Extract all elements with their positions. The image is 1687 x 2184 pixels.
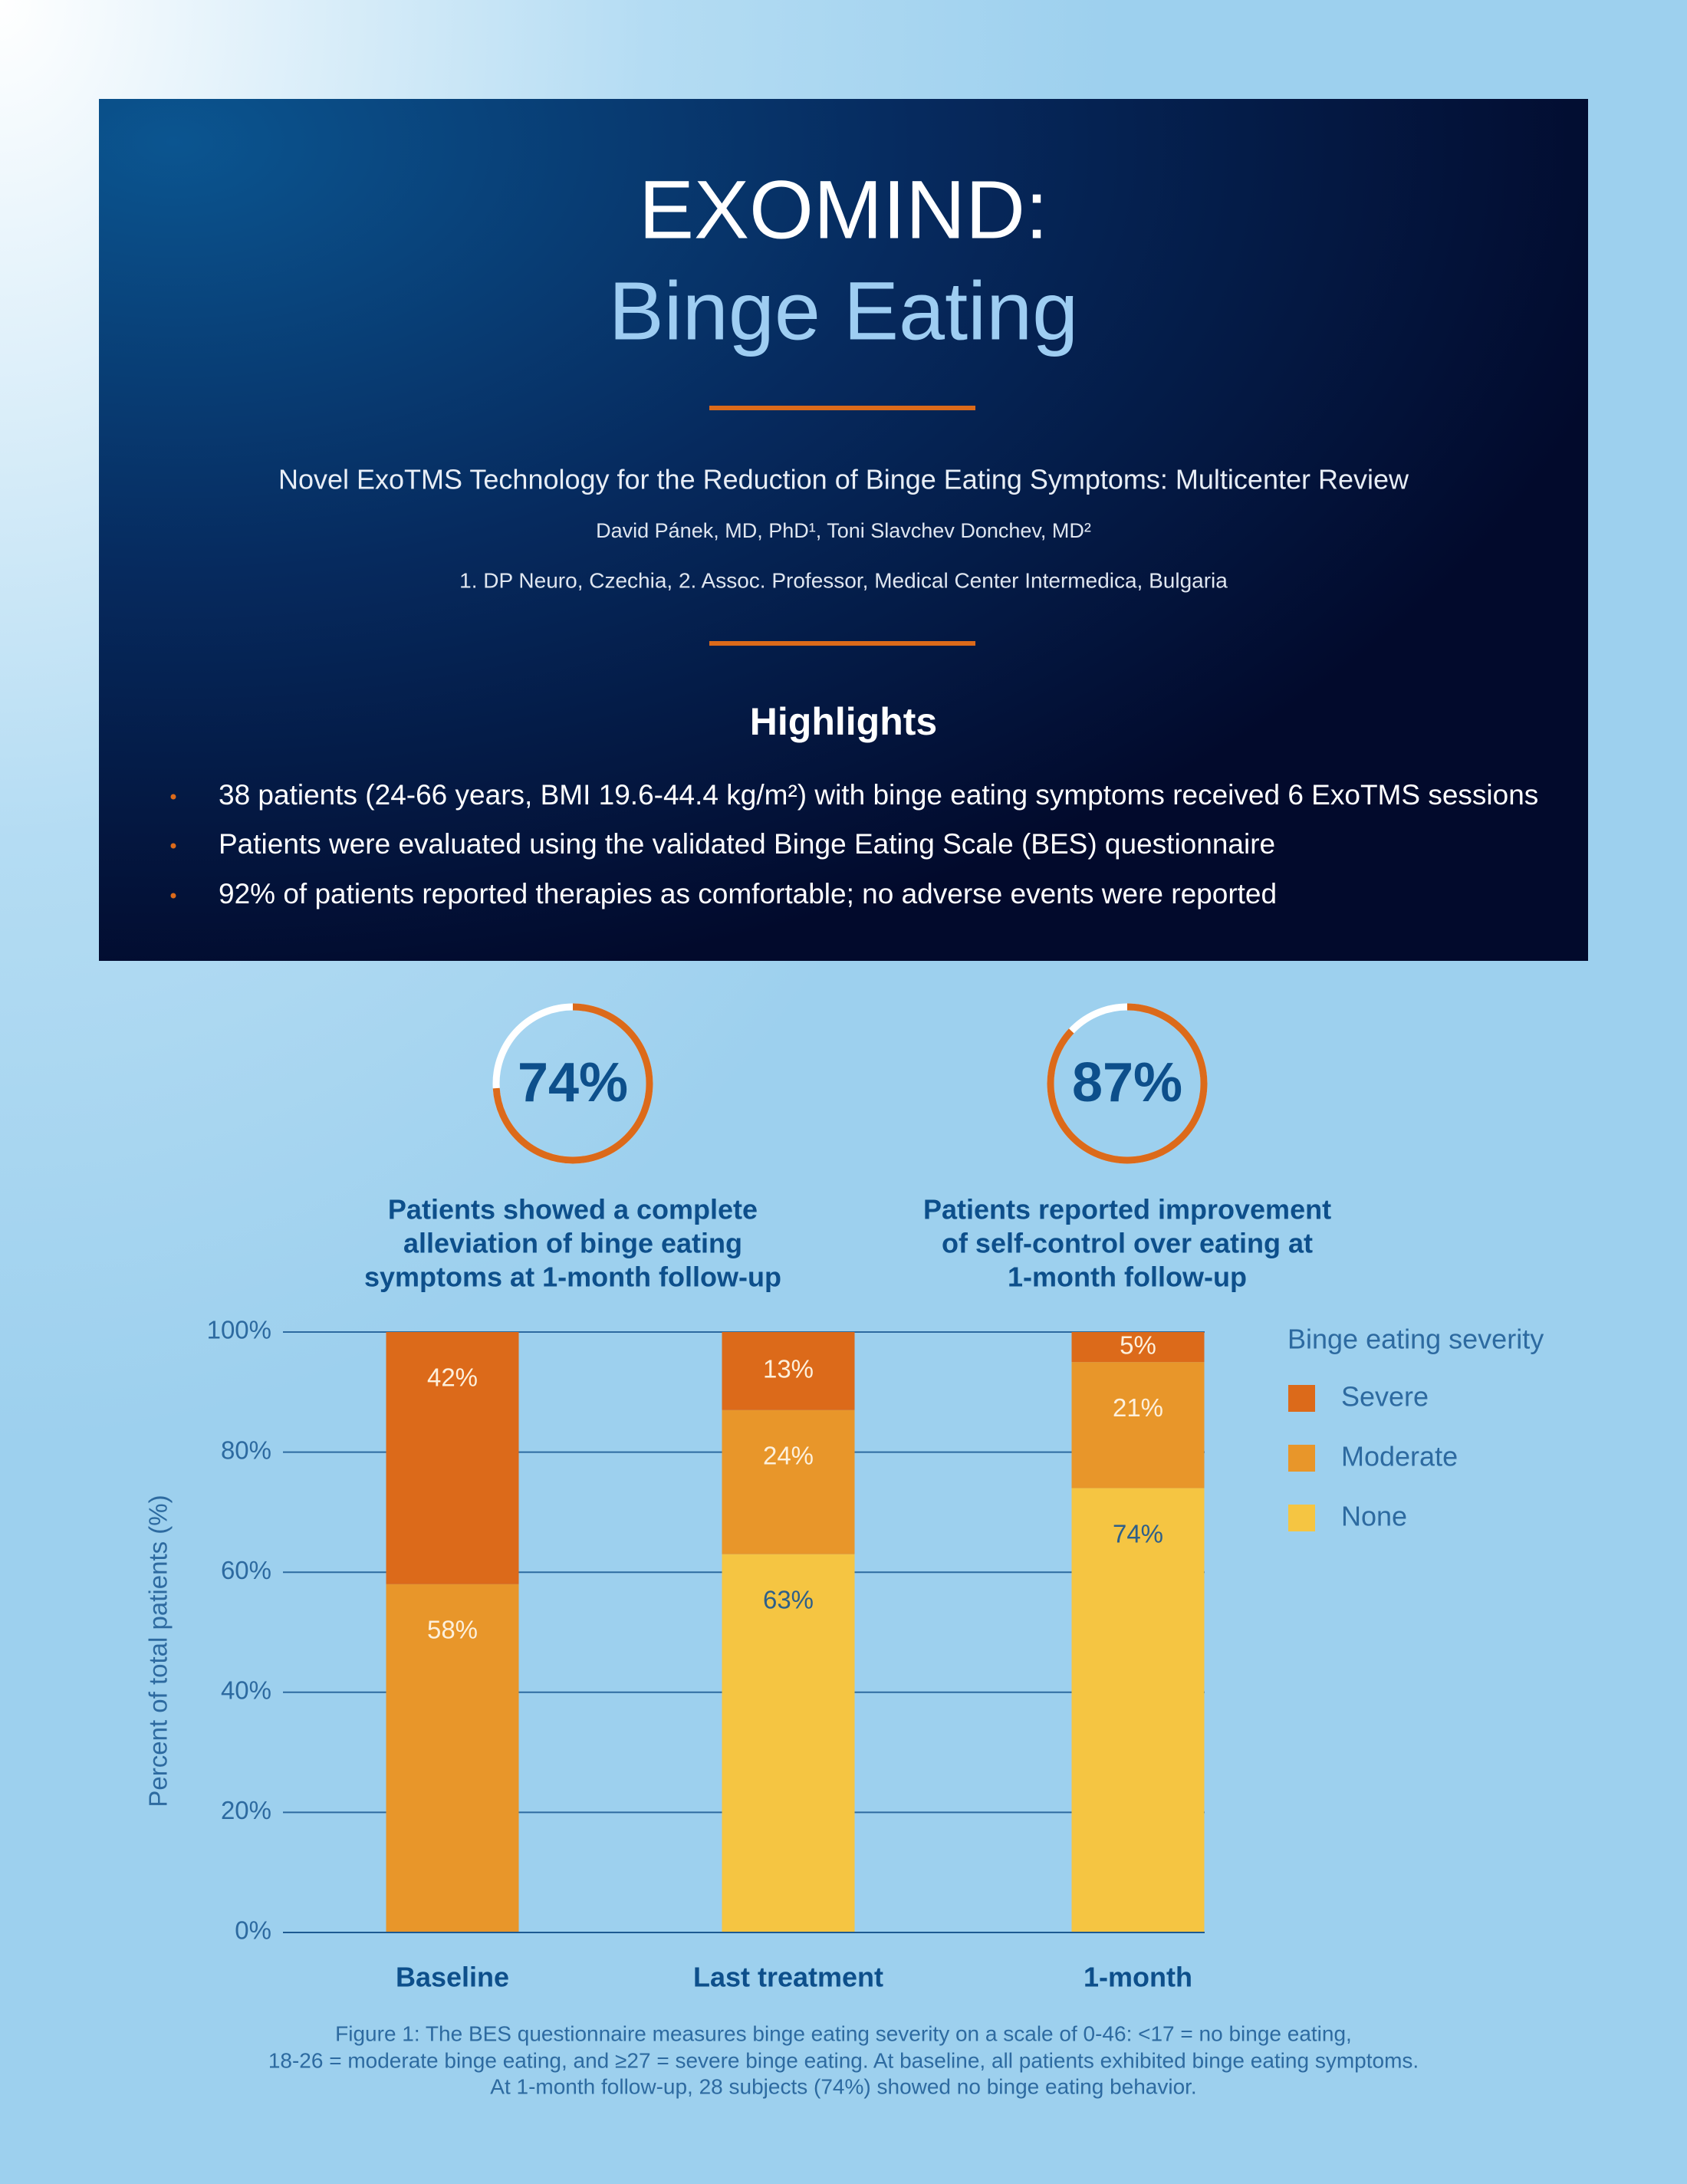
y-tick-label: 60% (221, 1556, 271, 1584)
bar-segment (386, 1332, 519, 1584)
subtitle: Novel ExoTMS Technology for the Reductio… (278, 464, 1409, 495)
value-label: 13% (763, 1355, 814, 1383)
highlights-list: 38 patients (24-66 years, BMI 19.6-44.4 … (170, 779, 1538, 909)
value-label: 5% (1120, 1330, 1156, 1359)
legend-swatch (1288, 1385, 1315, 1412)
header-panel (99, 99, 1588, 961)
y-tick-label: 40% (221, 1676, 271, 1705)
title-line-2: Binge Eating (609, 265, 1078, 357)
legend-label: Severe (1341, 1381, 1429, 1413)
bullet (170, 794, 176, 800)
bar-segment (1071, 1332, 1205, 1363)
stat-text: 1-month follow-up (1008, 1261, 1247, 1293)
value-label: 58% (427, 1616, 478, 1644)
bar-segment (1071, 1362, 1205, 1488)
y-axis-label: Percent of total patients (%) (144, 1495, 173, 1807)
highlight-item: 38 patients (24-66 years, BMI 19.6-44.4 … (219, 779, 1538, 811)
stat-value: 74% (518, 1052, 628, 1113)
bar-segment (1071, 1488, 1205, 1932)
bar-segment (386, 1584, 519, 1932)
x-tick-label: Last treatment (693, 1962, 883, 1993)
bullet (170, 893, 176, 899)
authors: David Pánek, MD, PhD¹, Toni Slavchev Don… (596, 519, 1091, 542)
stat-text: Patients reported improvement (923, 1194, 1331, 1225)
value-label: 42% (427, 1363, 478, 1392)
stat-value: 87% (1072, 1052, 1182, 1113)
y-tick-label: 100% (207, 1316, 271, 1344)
value-label: 24% (763, 1442, 814, 1470)
caption-line: 18-26 = moderate binge eating, and ≥27 =… (268, 2048, 1419, 2072)
highlights-heading: Highlights (750, 700, 937, 743)
highlight-item: 92% of patients reported therapies as co… (219, 878, 1277, 909)
legend-label: None (1341, 1501, 1407, 1532)
caption-line: At 1-month follow-up, 28 subjects (74%) … (490, 2074, 1196, 2098)
highlight-item: Patients were evaluated using the valida… (219, 828, 1275, 860)
bullet (170, 843, 176, 849)
title: EXOMIND: (639, 163, 1048, 256)
caption: Figure 1: The BES questionnaire measures… (268, 2021, 1419, 2098)
stat-text: of self-control over eating at (942, 1228, 1313, 1259)
caption-line: Figure 1: The BES questionnaire measures… (335, 2021, 1352, 2045)
legend-swatch (1288, 1505, 1315, 1531)
stats: 74% Patients showed a completealleviation… (364, 1003, 1331, 1293)
divider (709, 406, 975, 410)
divider (709, 641, 975, 646)
legend-title: Binge eating severity (1287, 1324, 1544, 1355)
value-label: 63% (763, 1585, 814, 1613)
bar-segment (722, 1332, 855, 1410)
chart: 0% 20% 40% 60% 80% 100% Percent of total patie… (144, 1316, 1544, 1993)
legend-swatch (1288, 1445, 1315, 1472)
affiliations: 1. DP Neuro, Czechia, 2. Assoc. Professo… (459, 568, 1228, 592)
bar-segment (722, 1409, 855, 1554)
ring-arc (1047, 1003, 1208, 1164)
legend-label: Moderate (1341, 1441, 1458, 1472)
y-tick-label: 0% (235, 1916, 271, 1945)
stat-text: Patients showed a complete (388, 1194, 758, 1225)
value-label: 21% (1113, 1393, 1163, 1422)
y-tick-label: 80% (221, 1436, 271, 1464)
value-label: 74% (1113, 1519, 1163, 1548)
ring-arc (492, 1003, 653, 1164)
y-tick-label: 20% (221, 1796, 271, 1824)
x-tick-label: 1-month (1084, 1962, 1192, 1993)
stat-text: symptoms at 1-month follow-up (364, 1261, 781, 1293)
x-tick-label: Baseline (396, 1962, 509, 1993)
stat-text: alleviation of binge eating (403, 1228, 742, 1259)
bar-segment (722, 1554, 855, 1932)
